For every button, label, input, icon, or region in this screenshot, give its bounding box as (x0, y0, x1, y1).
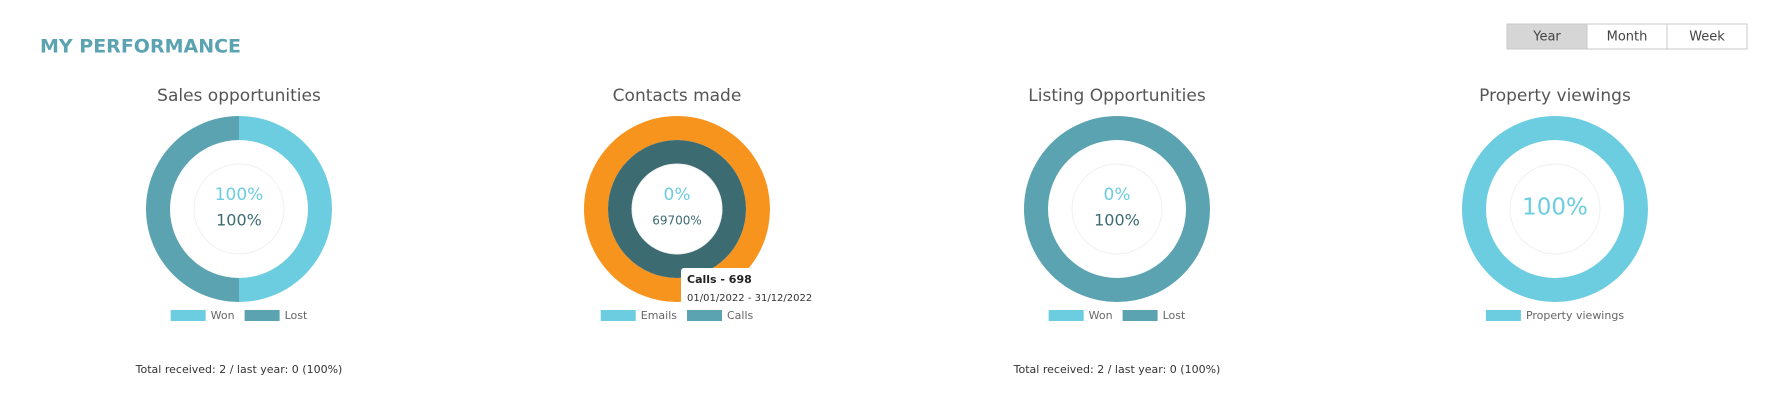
legend-label: Lost (1163, 309, 1186, 322)
button-frame (1666, 23, 1748, 50)
chart-title: Contacts made (613, 86, 742, 106)
period-button[interactable]: Week (1666, 23, 1748, 50)
legend-label: Lost (285, 309, 308, 322)
center-disc (1509, 163, 1601, 255)
legend-swatch (600, 310, 636, 321)
chart-title: Listing Opportunities (1028, 86, 1206, 106)
legend-label: Won (1089, 309, 1113, 322)
tooltip-subtitle: 01/01/2022 - 31/12/2022 (687, 293, 812, 304)
donut-segment[interactable] (1024, 116, 1210, 302)
tooltip-box (681, 268, 819, 308)
donut-segment[interactable] (146, 116, 239, 302)
legend: Won Lost (1048, 309, 1186, 322)
button-label: Week (1689, 30, 1725, 45)
legend-swatch (1122, 310, 1158, 321)
legend: Emails Calls (600, 309, 754, 322)
chart-title: Sales opportunities (157, 86, 321, 106)
tooltip: Calls - 698 01/01/2022 - 31/12/2022 (681, 268, 819, 308)
tooltip-title: Calls - 698 (687, 273, 752, 286)
legend-swatch (686, 310, 722, 321)
legend: Property viewings (1485, 309, 1624, 322)
button-label: Year (1532, 30, 1561, 45)
legend-swatch (170, 310, 206, 321)
button-frame (1506, 23, 1588, 50)
chart-footer: Total received: 2 / last year: 0 (100%) (135, 363, 343, 376)
button-label: Month (1607, 30, 1648, 45)
period-button[interactable]: Month (1586, 23, 1668, 50)
legend-label: Won (211, 309, 235, 322)
legend: Won Lost (170, 309, 308, 322)
center-disc (631, 163, 723, 255)
donut-segment[interactable] (608, 140, 746, 278)
center-value: 100% (1522, 195, 1588, 221)
center-disc (1071, 163, 1163, 255)
center-value: 0% (1104, 185, 1131, 205)
legend-swatch (1485, 310, 1521, 321)
button-frame (1586, 23, 1668, 50)
legend-label: Property viewings (1526, 309, 1624, 322)
legend-label: Calls (727, 309, 754, 322)
center-value-secondary: 100% (1094, 211, 1140, 230)
chart-footer: Total received: 2 / last year: 0 (100%) (1013, 363, 1221, 376)
panel-title: MY PERFORMANCE (40, 36, 241, 58)
period-button[interactable]: Year (1506, 23, 1588, 50)
chart-title: Property viewings (1479, 86, 1631, 106)
center-value-secondary: 69700% (652, 214, 702, 228)
center-disc (193, 163, 285, 255)
legend-swatch (244, 310, 280, 321)
center-value: 100% (215, 185, 264, 205)
center-value: 0% (664, 185, 691, 205)
center-value-secondary: 100% (216, 211, 262, 230)
donut-segment[interactable] (239, 116, 332, 302)
legend-label: Emails (641, 309, 678, 322)
legend-swatch (1048, 310, 1084, 321)
